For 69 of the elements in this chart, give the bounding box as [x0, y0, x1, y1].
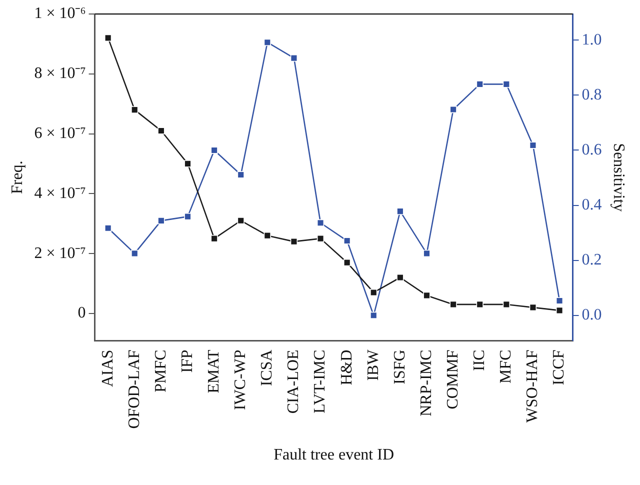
y2-tick-label: 0.4	[582, 196, 602, 214]
y2-tick-label: 0.6	[582, 141, 602, 158]
x-tick-label: ISFG	[391, 349, 408, 384]
point	[556, 297, 564, 304]
y-tick-label: 1 × 10⁻⁶	[34, 5, 86, 22]
point	[237, 217, 244, 224]
point	[264, 38, 271, 46]
y-axis-title: Freq.	[8, 160, 26, 194]
point	[264, 232, 271, 240]
point	[104, 224, 112, 232]
point	[104, 34, 112, 42]
point	[158, 217, 165, 224]
point	[184, 212, 192, 220]
x-tick-label: MFC	[498, 350, 515, 384]
point	[396, 274, 404, 282]
point	[316, 234, 324, 242]
point	[131, 106, 138, 114]
x-tick-label: PMFC	[152, 350, 170, 392]
point	[529, 304, 537, 312]
x-tick-label: EMAT	[206, 349, 223, 394]
point	[210, 234, 218, 242]
y-tick-label: 6 × 10⁻⁷	[34, 124, 86, 142]
y2-axis-title: Sensitivity	[610, 143, 628, 212]
point	[370, 312, 378, 319]
point	[450, 300, 457, 308]
y-tick-label: 8 × 10⁻⁷	[34, 65, 86, 82]
x-tick-label: IBW	[364, 348, 382, 381]
x-tick-label: AIAS	[99, 350, 116, 388]
y2-tick-label: 0.2	[582, 252, 602, 269]
x-tick-label: H&D	[338, 350, 356, 386]
x-tick-label: OFOD-LAF	[126, 350, 143, 429]
x-tick-label: NRP-IMC	[418, 350, 435, 416]
point	[556, 306, 564, 314]
point	[502, 80, 510, 88]
x-tick-label: WSO-HAF	[524, 350, 542, 423]
x-tick-label: ICCF	[550, 350, 568, 386]
point	[476, 300, 484, 308]
point	[423, 250, 430, 258]
x-tick-label: LVT-IMC	[312, 350, 329, 414]
point	[423, 292, 430, 300]
y2-tick-label: 0.8	[582, 86, 602, 104]
x-axis-title: Fault tree event ID	[274, 446, 394, 464]
point	[290, 54, 298, 62]
x-tick-label: COMMF	[444, 350, 462, 410]
point	[158, 127, 165, 134]
point	[184, 160, 192, 168]
y-tick-label: 0	[78, 304, 86, 322]
x-tick-label: CIA-LOE	[285, 350, 302, 414]
point	[370, 288, 378, 296]
point	[502, 300, 510, 308]
point	[529, 142, 537, 149]
point	[290, 238, 298, 246]
point	[343, 258, 351, 266]
point	[476, 80, 484, 88]
y-tick-label: 2 × 10⁻⁷	[34, 244, 86, 262]
point	[450, 106, 457, 114]
point	[237, 171, 244, 178]
point	[316, 219, 324, 226]
x-tick-label: IWC-WP	[232, 350, 250, 410]
y2-tick-label: 0.0	[582, 306, 602, 324]
y-tick-label: 4 × 10⁻⁷	[34, 184, 86, 202]
x-tick-label: IIC	[471, 350, 488, 372]
point	[343, 237, 351, 244]
point	[131, 250, 138, 258]
point	[396, 208, 404, 215]
y2-tick-label: 1.0	[582, 31, 602, 48]
x-tick-label: ICSA	[258, 349, 276, 386]
point	[210, 146, 218, 154]
x-tick-label: IFP	[178, 350, 196, 373]
